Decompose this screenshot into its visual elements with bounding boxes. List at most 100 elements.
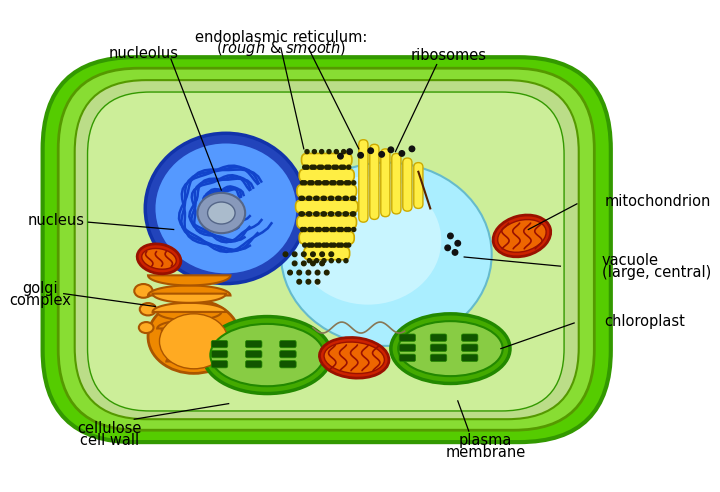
Circle shape <box>352 227 356 232</box>
Circle shape <box>351 212 354 216</box>
Circle shape <box>320 150 324 154</box>
Circle shape <box>344 212 348 216</box>
Circle shape <box>330 212 334 216</box>
FancyBboxPatch shape <box>297 216 356 229</box>
Circle shape <box>334 150 338 154</box>
Circle shape <box>311 252 315 256</box>
Circle shape <box>312 165 316 169</box>
FancyBboxPatch shape <box>279 361 296 368</box>
Text: (large, central): (large, central) <box>602 265 711 280</box>
Ellipse shape <box>138 244 181 274</box>
Circle shape <box>344 243 348 247</box>
Circle shape <box>409 146 415 152</box>
Circle shape <box>314 212 318 216</box>
Circle shape <box>321 196 325 200</box>
Circle shape <box>315 227 319 232</box>
FancyBboxPatch shape <box>246 361 262 368</box>
Circle shape <box>311 261 315 266</box>
Ellipse shape <box>203 316 331 394</box>
FancyBboxPatch shape <box>304 247 350 260</box>
Ellipse shape <box>324 342 384 373</box>
FancyBboxPatch shape <box>302 154 352 166</box>
Ellipse shape <box>498 219 546 252</box>
Polygon shape <box>153 294 226 303</box>
Polygon shape <box>157 320 221 329</box>
Circle shape <box>307 212 310 216</box>
Circle shape <box>344 181 348 185</box>
Circle shape <box>330 196 334 200</box>
FancyBboxPatch shape <box>42 57 611 442</box>
FancyBboxPatch shape <box>297 184 356 197</box>
Ellipse shape <box>398 321 503 376</box>
Circle shape <box>318 181 321 185</box>
Circle shape <box>379 152 384 157</box>
Circle shape <box>323 212 326 216</box>
FancyBboxPatch shape <box>88 92 564 411</box>
Circle shape <box>327 150 331 154</box>
Circle shape <box>305 165 309 169</box>
Circle shape <box>344 227 348 232</box>
FancyBboxPatch shape <box>58 68 594 430</box>
Circle shape <box>322 259 326 263</box>
Circle shape <box>306 270 311 275</box>
Circle shape <box>310 165 314 169</box>
Circle shape <box>339 243 343 247</box>
Polygon shape <box>157 312 221 320</box>
Circle shape <box>455 241 461 246</box>
Circle shape <box>336 212 340 216</box>
Ellipse shape <box>148 300 240 373</box>
Circle shape <box>337 259 341 263</box>
FancyBboxPatch shape <box>279 340 296 348</box>
FancyBboxPatch shape <box>399 334 415 341</box>
Circle shape <box>327 165 331 169</box>
Ellipse shape <box>207 202 235 224</box>
Text: cell wall: cell wall <box>80 433 139 448</box>
Circle shape <box>339 227 343 232</box>
Circle shape <box>318 165 321 169</box>
Circle shape <box>288 270 292 275</box>
Circle shape <box>448 233 453 239</box>
Circle shape <box>310 243 314 247</box>
FancyBboxPatch shape <box>370 144 379 219</box>
FancyBboxPatch shape <box>414 162 423 209</box>
FancyBboxPatch shape <box>300 169 354 182</box>
Circle shape <box>358 153 364 158</box>
Circle shape <box>302 252 306 256</box>
Polygon shape <box>166 355 212 362</box>
Circle shape <box>351 196 354 200</box>
Circle shape <box>307 243 311 247</box>
Circle shape <box>328 196 333 200</box>
Circle shape <box>329 243 333 247</box>
Circle shape <box>297 279 302 284</box>
Circle shape <box>344 259 348 263</box>
Circle shape <box>320 252 325 256</box>
Circle shape <box>332 227 336 232</box>
Circle shape <box>307 212 312 216</box>
Text: nucleus: nucleus <box>28 213 85 228</box>
Circle shape <box>315 196 319 200</box>
Text: nucleolus: nucleolus <box>109 46 179 61</box>
Polygon shape <box>162 338 217 345</box>
Circle shape <box>325 243 329 247</box>
Ellipse shape <box>320 338 389 378</box>
Polygon shape <box>162 330 217 338</box>
Circle shape <box>339 181 343 185</box>
Circle shape <box>325 227 329 232</box>
Circle shape <box>302 181 307 185</box>
Circle shape <box>337 243 341 247</box>
Circle shape <box>342 150 346 154</box>
Circle shape <box>330 227 334 232</box>
Circle shape <box>307 196 312 200</box>
Circle shape <box>315 212 319 216</box>
Polygon shape <box>153 303 226 312</box>
Circle shape <box>300 227 305 232</box>
Text: ($\it{rough}$ & $\it{smooth}$): ($\it{rough}$ & $\it{smooth}$) <box>216 39 346 59</box>
Circle shape <box>307 181 312 185</box>
Circle shape <box>321 212 325 216</box>
FancyBboxPatch shape <box>359 140 368 222</box>
Ellipse shape <box>140 303 156 315</box>
Circle shape <box>302 261 306 266</box>
Circle shape <box>325 270 329 275</box>
FancyBboxPatch shape <box>300 231 354 244</box>
Ellipse shape <box>391 314 510 383</box>
